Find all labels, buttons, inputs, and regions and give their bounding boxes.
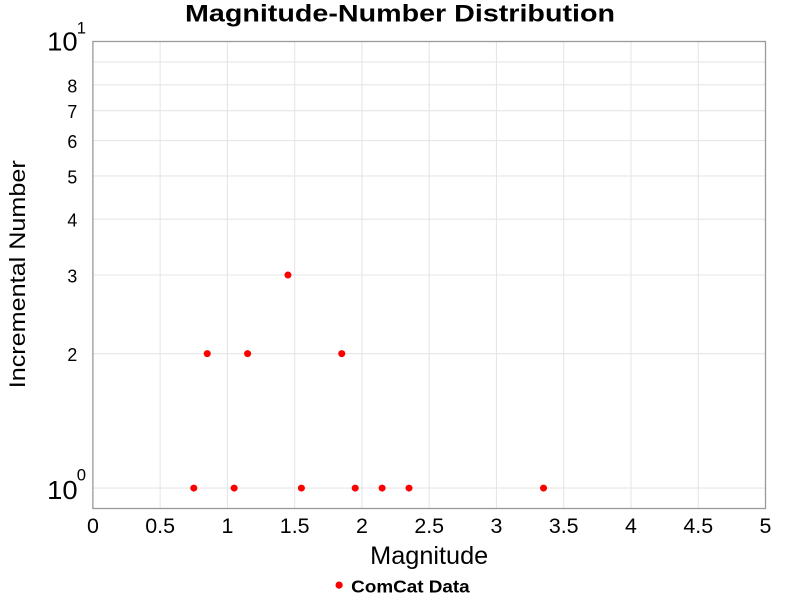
svg-text:2.5: 2.5 [414, 514, 444, 538]
svg-text:0: 0 [77, 467, 86, 485]
svg-text:6: 6 [67, 132, 77, 152]
svg-text:1: 1 [77, 19, 86, 37]
svg-text:3: 3 [67, 267, 77, 287]
svg-text:0: 0 [87, 514, 99, 538]
svg-text:1: 1 [221, 514, 233, 538]
svg-text:ComCat Data: ComCat Data [351, 576, 471, 596]
svg-text:7: 7 [67, 102, 77, 122]
svg-text:1.5: 1.5 [280, 514, 310, 538]
svg-text:4: 4 [67, 211, 77, 231]
svg-text:3: 3 [491, 514, 503, 538]
svg-text:Magnitude-Number Distribution: Magnitude-Number Distribution [185, 1, 615, 28]
svg-text:10: 10 [47, 475, 77, 505]
svg-text:5: 5 [760, 514, 772, 538]
svg-text:4: 4 [625, 514, 637, 538]
svg-text:2: 2 [356, 514, 368, 538]
svg-text:5: 5 [67, 167, 77, 187]
svg-text:10: 10 [47, 27, 77, 57]
svg-text:2: 2 [67, 345, 77, 365]
svg-text:Incremental Number: Incremental Number [5, 160, 30, 388]
svg-text:Magnitude: Magnitude [370, 543, 488, 570]
svg-text:4.5: 4.5 [683, 514, 713, 538]
svg-text:0.5: 0.5 [145, 514, 175, 538]
svg-text:3.5: 3.5 [549, 514, 579, 538]
svg-text:8: 8 [67, 76, 77, 96]
